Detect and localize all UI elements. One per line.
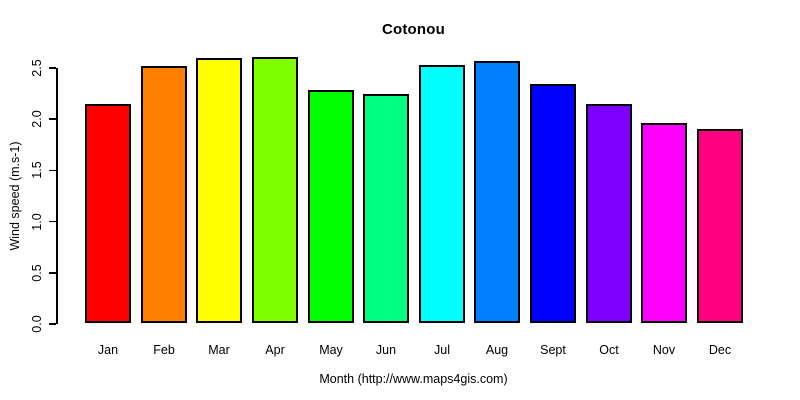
x-tick-label-oct: Oct	[599, 343, 619, 357]
y-axis-tick-label: 0.0	[30, 315, 44, 333]
y-axis-tick	[49, 67, 56, 69]
y-axis-tick	[49, 272, 56, 274]
y-axis-tick	[49, 169, 56, 172]
y-axis-tick	[49, 118, 56, 120]
bar-jun	[363, 94, 409, 323]
x-tick-label-jan: Jan	[97, 343, 119, 357]
x-tick-label-aug: Aug	[485, 343, 509, 357]
bar-may	[308, 90, 354, 323]
y-axis-tick-label: 2.5	[30, 59, 44, 77]
y-axis-tick-label: 1.0	[30, 212, 44, 231]
x-tick-label-feb: Feb	[153, 343, 175, 357]
y-axis-tick	[49, 323, 56, 325]
bar-jan	[85, 104, 131, 323]
x-tick-label-may: May	[319, 343, 343, 357]
bar-feb	[141, 66, 187, 323]
y-axis-tick-label: 2.0	[30, 110, 44, 128]
x-tick-label-jul: Jul	[434, 343, 450, 357]
x-tick-label-dec: Dec	[708, 343, 732, 357]
bar-jul	[419, 65, 465, 323]
bar-dec	[697, 129, 743, 323]
bar-nov	[641, 123, 687, 323]
y-axis-label: Wind speed (m.s-1)	[8, 141, 22, 251]
y-axis-tick-label: 0.5	[30, 264, 44, 282]
y-axis-tick-label: 1.5	[30, 161, 44, 180]
y-axis-line	[56, 68, 58, 324]
bar-apr	[252, 57, 298, 323]
x-tick-label-sept: Sept	[540, 343, 566, 357]
bar-mar	[196, 58, 242, 323]
x-tick-label-nov: Nov	[652, 343, 676, 357]
x-tick-label-jun: Jun	[375, 343, 397, 357]
bar-oct	[586, 104, 632, 323]
bar-aug	[474, 61, 520, 323]
chart-title: Cotonou	[381, 21, 446, 38]
x-tick-label-mar: Mar	[208, 343, 230, 357]
x-axis-label: Month (http://www.maps4gis.com)	[319, 372, 508, 386]
x-tick-label-apr: Apr	[265, 343, 285, 357]
y-axis-tick	[49, 220, 56, 223]
bar-sept	[530, 84, 576, 323]
